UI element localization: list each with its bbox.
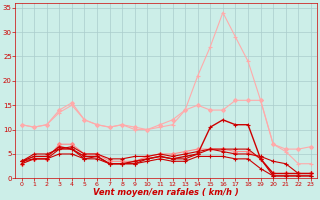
X-axis label: Vent moyen/en rafales ( km/h ): Vent moyen/en rafales ( km/h ) <box>93 188 239 197</box>
